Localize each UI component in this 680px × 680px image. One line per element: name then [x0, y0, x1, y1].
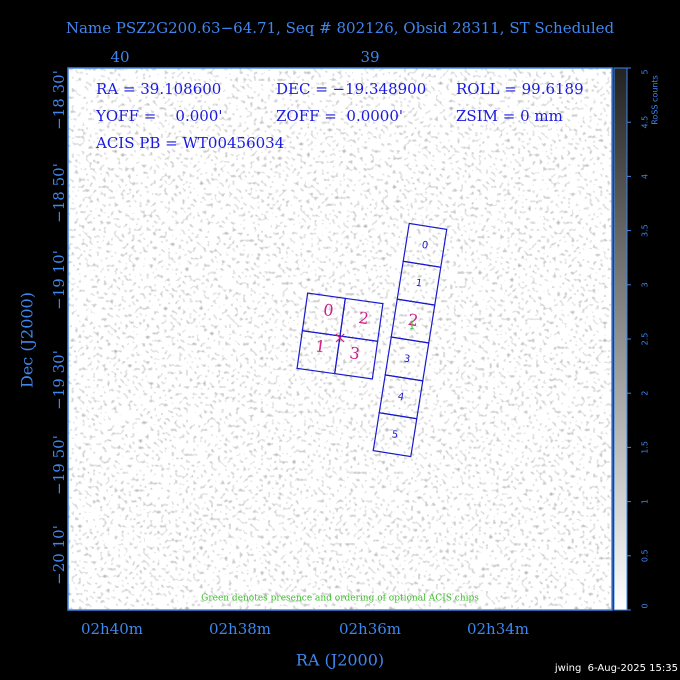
- chip-label: 5: [391, 429, 399, 441]
- chip: [334, 335, 379, 380]
- bottom-tick: 02h40m: [81, 620, 143, 638]
- chip-label: 3: [403, 353, 411, 365]
- colorbar: [613, 67, 628, 611]
- top-tick: 40: [110, 48, 129, 66]
- left-tick: −19 10': [50, 250, 68, 310]
- left-tick: −20 10': [50, 525, 68, 585]
- bottom-tick: 02h38m: [209, 620, 271, 638]
- colorbar-tick-label: 0: [641, 603, 650, 608]
- y-label: Dec (J2000): [18, 292, 37, 388]
- chip-label: 0: [421, 240, 429, 252]
- left-tick: −19 30': [50, 350, 68, 410]
- optional-chip-label: 1: [409, 319, 416, 332]
- colorbar-tick-label: 1.5: [641, 441, 650, 454]
- colorbar-tick-label: 5: [641, 69, 650, 74]
- bottom-tick: 02h36m: [339, 620, 401, 638]
- colorbar-tick-label: 2: [641, 391, 650, 396]
- info: YOFF = 0.000': [95, 107, 223, 125]
- chip-label: 2: [357, 308, 370, 328]
- info: RA = 39.108600: [96, 80, 221, 98]
- colorbar-tick-label: 4.5: [641, 116, 650, 129]
- colorbar-tick-label: 0.5: [641, 549, 650, 562]
- bottom-tick: 02h34m: [467, 620, 529, 638]
- colorbar-tick-label: 2.5: [641, 333, 650, 346]
- x-label: RA (J2000): [296, 651, 384, 670]
- top-tick: 39: [360, 48, 379, 66]
- chip-label: 2: [407, 310, 420, 330]
- colorbar-label: RoSS counts: [651, 75, 660, 125]
- left-tick: −18 50': [50, 163, 68, 223]
- chip-label: 4: [397, 391, 405, 403]
- info: ZSIM = 0 mm: [456, 107, 563, 125]
- chip-label: 1: [415, 278, 423, 290]
- info: DEC = −19.348900: [276, 80, 426, 98]
- note: Green denotes presence and ordering of o…: [201, 594, 479, 604]
- colorbar-tick-label: 3.5: [641, 224, 650, 237]
- left-tick: −18 30': [50, 70, 68, 130]
- acis-i: 0 2 1 3: [296, 292, 384, 380]
- chip-label: 1: [314, 336, 327, 356]
- chip: [372, 412, 418, 458]
- info: ZOFF = 0.0000': [276, 107, 403, 125]
- plot-frame: [67, 67, 613, 611]
- info: ROLL = 99.6189: [456, 80, 584, 98]
- info: ACIS PB = WT00456034: [95, 134, 284, 152]
- aimpoint: [335, 333, 345, 343]
- colorbar-ticks: 0 0.5 1 1.5 2 2.5 3 3.5 4 4.5 5: [627, 67, 650, 611]
- chip-label: 3: [348, 343, 361, 363]
- colorbar-tick-label: 3: [641, 282, 650, 287]
- left-ticks: −18 30' −18 50' −19 10' −19 30' −19 50' …: [50, 70, 68, 585]
- colorbar-tick-label: 4: [641, 174, 650, 179]
- chip-label: 0: [322, 300, 335, 320]
- footer: jwing 6-Aug-2025 15:35: [554, 663, 678, 674]
- left-tick: −19 50': [50, 435, 68, 495]
- colorbar-tick-label: 1: [641, 499, 650, 504]
- title: Name PSZ2G200.63−64.71, Seq # 802126, Ob…: [66, 19, 615, 37]
